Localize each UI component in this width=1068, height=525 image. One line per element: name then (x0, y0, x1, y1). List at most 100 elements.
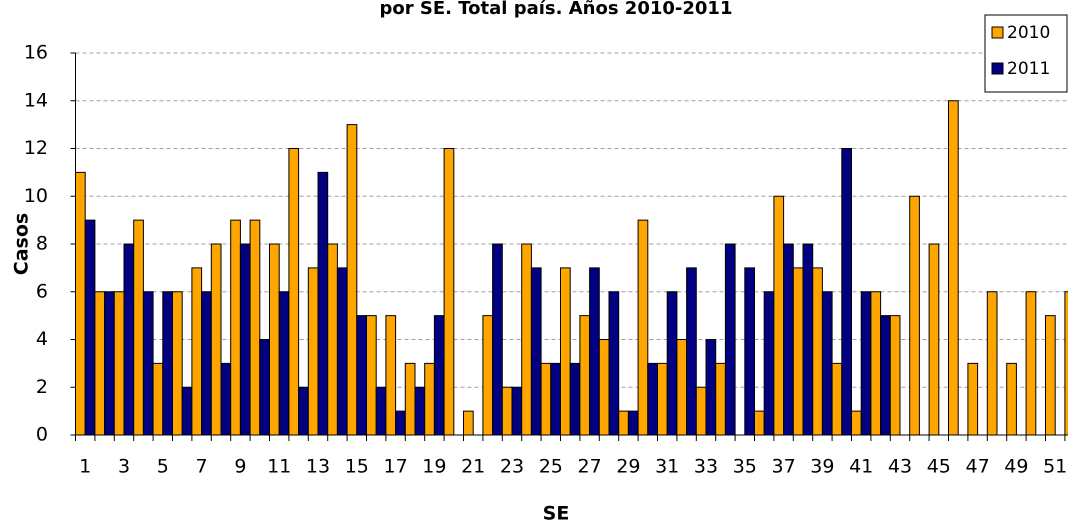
bar (967, 362, 979, 436)
bar (598, 339, 610, 436)
bar (666, 291, 678, 436)
bar (695, 386, 707, 436)
bar (133, 219, 144, 436)
bar (530, 267, 542, 436)
x-tick-label: 15 (345, 456, 369, 478)
x-tick-label: 29 (616, 456, 640, 478)
legend-label: 2011 (1007, 59, 1050, 79)
bar (686, 267, 697, 436)
y-tick-label: 6 (36, 280, 48, 302)
x-tick-label: 39 (810, 456, 834, 478)
y-tick-label: 10 (24, 185, 48, 207)
bar (715, 362, 726, 436)
x-tick-label: 19 (422, 456, 446, 478)
bar (1045, 315, 1056, 436)
bar (637, 219, 649, 436)
bar (831, 362, 843, 436)
bar (792, 267, 804, 436)
bar (841, 148, 852, 436)
bar (375, 386, 387, 436)
x-tick-label: 25 (539, 456, 563, 478)
bar (909, 195, 920, 436)
bar (763, 291, 775, 436)
y-tick-label: 0 (36, 424, 48, 446)
bar (104, 291, 115, 436)
y-tick-label: 4 (36, 328, 48, 350)
bar (259, 339, 270, 436)
y-tick-label: 2 (36, 376, 48, 398)
legend-swatch (991, 62, 1004, 75)
x-axis-label: SE (543, 503, 570, 525)
x-tick-label: 27 (578, 456, 602, 478)
bar (540, 362, 552, 436)
bar (113, 291, 125, 436)
bar (210, 243, 222, 436)
bar (657, 362, 668, 436)
bar (84, 219, 96, 436)
bar (278, 291, 290, 436)
x-tick-label: 35 (733, 456, 757, 478)
bar (773, 195, 785, 436)
bar (191, 267, 203, 436)
bar (385, 315, 397, 436)
x-tick-label: 21 (461, 456, 485, 478)
x-tick-label: 45 (927, 456, 951, 478)
y-tick-label: 8 (36, 233, 48, 255)
bar (821, 291, 833, 436)
bar (860, 291, 872, 436)
bar (851, 410, 862, 436)
bar (366, 315, 377, 436)
bar (521, 243, 532, 436)
x-tick-label: 51 (1043, 456, 1067, 478)
bar (986, 291, 998, 436)
bar (550, 362, 561, 436)
bar (75, 171, 86, 436)
bar (569, 362, 581, 436)
bar (327, 243, 338, 436)
bar (1025, 291, 1037, 436)
bar (307, 267, 319, 436)
y-tick-label: 12 (24, 137, 48, 159)
bar (880, 315, 891, 436)
bar (395, 410, 406, 436)
bar (676, 339, 688, 436)
chart-title: por SE. Total país. Años 2010-2011 (380, 0, 733, 19)
bar (162, 291, 174, 436)
bar (627, 410, 639, 436)
bar (783, 243, 794, 436)
bar (724, 243, 736, 436)
x-tick-label: 31 (655, 456, 679, 478)
bar (463, 410, 474, 436)
bar (443, 148, 455, 436)
y-axis-label: Casos (11, 213, 33, 275)
x-tick-label: 1 (79, 456, 91, 478)
bar (142, 291, 154, 436)
bar (239, 243, 251, 436)
bar (269, 243, 280, 436)
x-tick-label: 49 (1004, 456, 1028, 478)
bar (754, 410, 765, 436)
x-tick-label: 37 (772, 456, 796, 478)
x-tick-label: 11 (267, 456, 291, 478)
bar (647, 362, 658, 436)
bar (1064, 291, 1068, 436)
bar (152, 362, 164, 436)
x-tick-label: 23 (500, 456, 524, 478)
bar (201, 291, 212, 436)
y-tick-label: 14 (24, 89, 48, 111)
bar (560, 267, 571, 436)
bar (356, 315, 367, 436)
bar (433, 315, 445, 436)
x-tick-label: 17 (384, 456, 408, 478)
bar (812, 267, 823, 436)
bar (181, 386, 193, 436)
bar (608, 291, 620, 436)
bar (123, 243, 135, 436)
bar (579, 315, 591, 436)
bar (511, 386, 523, 436)
bar (802, 243, 814, 436)
bar (744, 267, 755, 436)
bar (336, 267, 348, 436)
bar (94, 291, 106, 436)
